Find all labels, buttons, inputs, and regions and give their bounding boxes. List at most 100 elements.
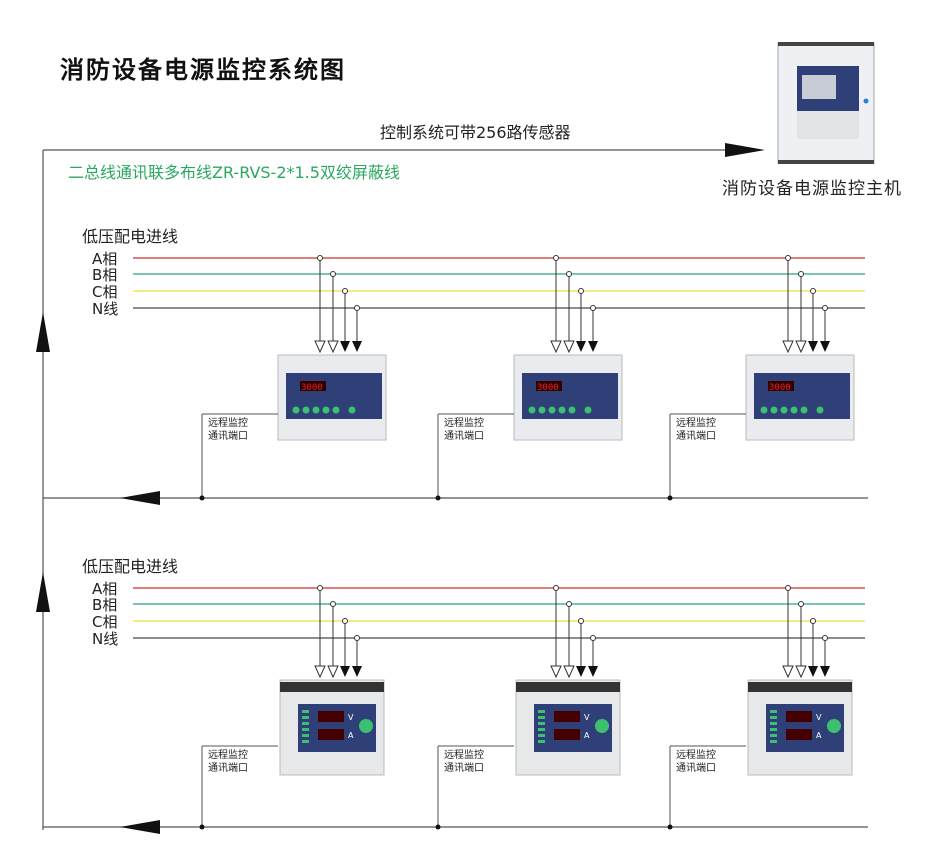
comm-port-label: 通讯端口 — [444, 429, 484, 442]
current-arrow-icon — [795, 665, 807, 679]
current-arrow-icon — [550, 665, 562, 679]
nav-keypad — [827, 719, 841, 733]
voltage-arrow-icon — [576, 666, 586, 677]
comm-port-label: 通讯端口 — [208, 761, 248, 774]
panel-button — [292, 406, 300, 414]
status-led — [302, 728, 309, 731]
panel-button — [568, 406, 576, 414]
tap-node — [798, 601, 804, 607]
phase-label: C相 — [92, 283, 117, 301]
phase-label: B相 — [92, 266, 117, 284]
panel-button — [558, 406, 566, 414]
comm-port-label: 远程监控 — [208, 416, 248, 429]
tap-node — [590, 635, 596, 641]
panel-button — [322, 406, 330, 414]
nav-keypad — [595, 719, 609, 733]
comm-port-label: 远程监控 — [676, 416, 716, 429]
status-led — [302, 734, 309, 737]
tap-node — [330, 601, 336, 607]
comm-port-label: 远程监控 — [208, 748, 248, 761]
arrow-left-icon — [120, 491, 160, 505]
status-led — [770, 722, 777, 725]
comm-port-label: 通讯端口 — [676, 429, 716, 442]
phase-label: C相 — [92, 613, 117, 631]
tap-node — [590, 305, 596, 311]
host-cabinet-icon — [777, 42, 875, 164]
status-led — [538, 740, 545, 743]
current-arrow-icon — [563, 665, 575, 679]
current-arrow-icon — [563, 340, 575, 354]
diagram-title: 消防设备电源监控系统图 — [60, 55, 346, 84]
voltage-arrow-icon — [820, 666, 830, 677]
led-display — [786, 729, 812, 740]
status-led — [302, 722, 309, 725]
panel-button — [538, 406, 546, 414]
panel-button — [548, 406, 556, 414]
voltage-arrow-icon — [588, 666, 598, 677]
status-led — [770, 734, 777, 737]
current-arrow-icon — [314, 665, 326, 679]
arrow-up-icon — [36, 312, 50, 352]
led-display — [554, 711, 580, 722]
cabinet-bottom-edge — [778, 160, 874, 164]
tap-node — [798, 271, 804, 277]
tap-node — [566, 601, 572, 607]
phase-label: B相 — [92, 596, 117, 614]
led-display — [786, 711, 812, 722]
tap-node — [810, 288, 816, 294]
panel-button — [760, 406, 768, 414]
comm-port-label: 通讯端口 — [444, 761, 484, 774]
led-display — [536, 381, 562, 391]
led-readout: 3000 — [537, 383, 559, 393]
led-display — [300, 381, 326, 391]
current-arrow-icon — [327, 665, 339, 679]
current-arrow-icon — [550, 340, 562, 354]
tap-node — [810, 618, 816, 624]
tap-node — [354, 305, 360, 311]
status-led — [302, 716, 309, 719]
tap-node — [330, 271, 336, 277]
cabinet-screen — [802, 75, 836, 99]
cabinet-lower-panel — [797, 111, 859, 139]
bus-junction — [435, 495, 441, 501]
unit-label: A — [816, 731, 822, 740]
led-readout: 3000 — [301, 383, 323, 393]
comm-port-label: 通讯端口 — [208, 429, 248, 442]
status-led — [770, 740, 777, 743]
terminal-block — [280, 682, 384, 692]
status-led — [538, 710, 545, 713]
unit-label: A — [348, 731, 354, 740]
comm-port-label: 远程监控 — [444, 748, 484, 761]
tap-node — [578, 618, 584, 624]
panel-button — [780, 406, 788, 414]
status-led — [538, 734, 545, 737]
arrow-left-icon — [120, 820, 160, 835]
panel-button — [816, 406, 824, 414]
voltage-arrow-icon — [340, 666, 350, 677]
panel-button — [312, 406, 320, 414]
phase-label: A相 — [92, 580, 117, 598]
tap-node — [785, 585, 791, 591]
comm-port-label: 远程监控 — [676, 748, 716, 761]
led-display — [768, 381, 794, 391]
tap-node — [566, 271, 572, 277]
tap-node — [822, 635, 828, 641]
incoming-line-label: 低压配电进线 — [82, 227, 178, 246]
comm-port-label: 通讯端口 — [676, 761, 716, 774]
top-bus-label: 控制系统可带256路传感器 — [380, 123, 571, 142]
current-arrow-icon — [782, 340, 794, 354]
tap-node — [553, 585, 559, 591]
tap-node — [317, 255, 323, 261]
unit-label: V — [348, 713, 354, 722]
voltage-arrow-icon — [340, 341, 350, 352]
arrow-right-icon — [725, 143, 765, 157]
led-display — [318, 729, 344, 740]
phase-label: N线 — [92, 300, 118, 318]
cable-note: 二总线通讯联多布线ZR-RVS-2*1.5双绞屏蔽线 — [68, 163, 400, 182]
bus-junction — [199, 824, 205, 830]
